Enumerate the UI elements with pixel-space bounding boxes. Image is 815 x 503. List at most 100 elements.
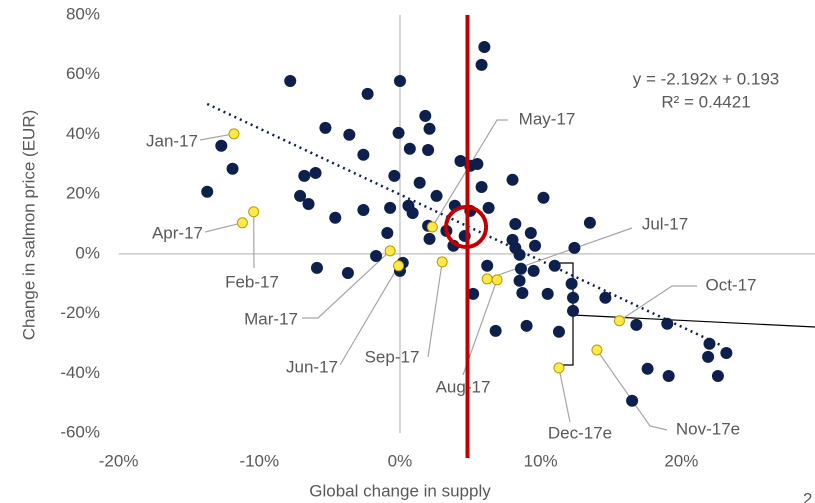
point <box>702 350 715 363</box>
point-label: Dec-17e <box>548 423 612 442</box>
point <box>662 369 675 382</box>
trendline <box>206 102 723 347</box>
point <box>613 315 625 327</box>
point <box>481 259 494 272</box>
point <box>422 143 435 156</box>
x-tick-label: 10% <box>524 451 558 470</box>
leader-line <box>199 133 235 141</box>
point <box>201 185 214 198</box>
point-label: Aug-17 <box>436 377 491 396</box>
point <box>475 180 488 193</box>
r-squared: R² = 0.4421 <box>661 92 750 111</box>
point <box>524 226 537 239</box>
point <box>302 197 315 210</box>
point <box>529 239 542 252</box>
point <box>294 189 307 202</box>
x-axis-label: Global change in supply <box>309 481 491 500</box>
point <box>491 274 503 286</box>
point-label: Apr-17 <box>152 223 203 242</box>
point <box>388 169 401 182</box>
point <box>567 304 580 317</box>
point <box>357 203 370 216</box>
point <box>541 287 554 300</box>
point <box>513 248 526 261</box>
point <box>226 162 239 175</box>
point <box>641 362 654 375</box>
point <box>599 291 612 304</box>
leader-line <box>558 367 571 423</box>
point-label: Oct-17 <box>705 275 756 294</box>
point <box>393 260 405 272</box>
point <box>527 264 540 277</box>
point <box>711 369 724 382</box>
point <box>478 40 491 53</box>
point-label: Mar-17 <box>244 309 298 328</box>
page-number: 2 <box>803 489 812 503</box>
point <box>426 221 438 233</box>
point-label: Feb-17 <box>225 272 279 291</box>
y-tick-label: 0% <box>75 243 100 262</box>
point <box>661 317 674 330</box>
point <box>284 74 297 87</box>
point <box>310 261 323 274</box>
point <box>565 277 578 290</box>
x-tick-label: 20% <box>664 451 698 470</box>
point <box>341 266 354 279</box>
point <box>475 58 488 71</box>
point <box>215 139 228 152</box>
point <box>357 148 370 161</box>
point <box>248 206 260 218</box>
point <box>236 217 248 229</box>
equation: y = -2.192x + 0.193 <box>633 69 780 88</box>
leader-line <box>427 261 443 358</box>
leader-line <box>619 285 697 322</box>
point <box>489 324 502 337</box>
point <box>309 166 322 179</box>
highlight-circle <box>444 204 489 249</box>
point <box>583 216 596 229</box>
point <box>630 318 643 331</box>
point <box>381 226 394 239</box>
point-label: Jun-17 <box>286 357 338 376</box>
point <box>403 142 416 155</box>
point <box>537 191 550 204</box>
point <box>467 287 480 300</box>
y-tick-label: -60% <box>60 422 100 441</box>
point <box>454 155 467 168</box>
point <box>423 122 436 135</box>
y-tick-label: 40% <box>66 124 100 143</box>
point <box>471 157 484 170</box>
point <box>552 325 565 338</box>
point <box>568 241 581 254</box>
point <box>370 249 383 262</box>
leader-line <box>487 227 633 280</box>
point <box>514 262 527 275</box>
point <box>626 394 639 407</box>
point <box>436 256 448 268</box>
point <box>413 176 426 189</box>
point <box>393 74 406 87</box>
point <box>703 337 716 350</box>
point <box>506 173 519 186</box>
point <box>298 169 311 182</box>
point <box>384 245 396 257</box>
point-label: May-17 <box>519 109 576 128</box>
point <box>520 319 533 332</box>
leader-line <box>204 222 243 233</box>
point <box>548 259 561 272</box>
point-label: Jan-17 <box>146 131 198 150</box>
point <box>228 128 240 140</box>
point <box>516 286 529 299</box>
point <box>419 109 432 122</box>
point-label: Jul-17 <box>642 214 688 233</box>
point <box>482 201 495 214</box>
y-tick-label: -40% <box>60 363 100 382</box>
point <box>553 362 565 374</box>
y-tick-label: 80% <box>66 4 100 23</box>
y-tick-label: 60% <box>66 64 100 83</box>
point <box>343 128 356 141</box>
x-tick-label: -20% <box>99 451 139 470</box>
point <box>513 274 526 287</box>
y-axis-label: Change in salmon price (EUR) <box>19 110 38 341</box>
